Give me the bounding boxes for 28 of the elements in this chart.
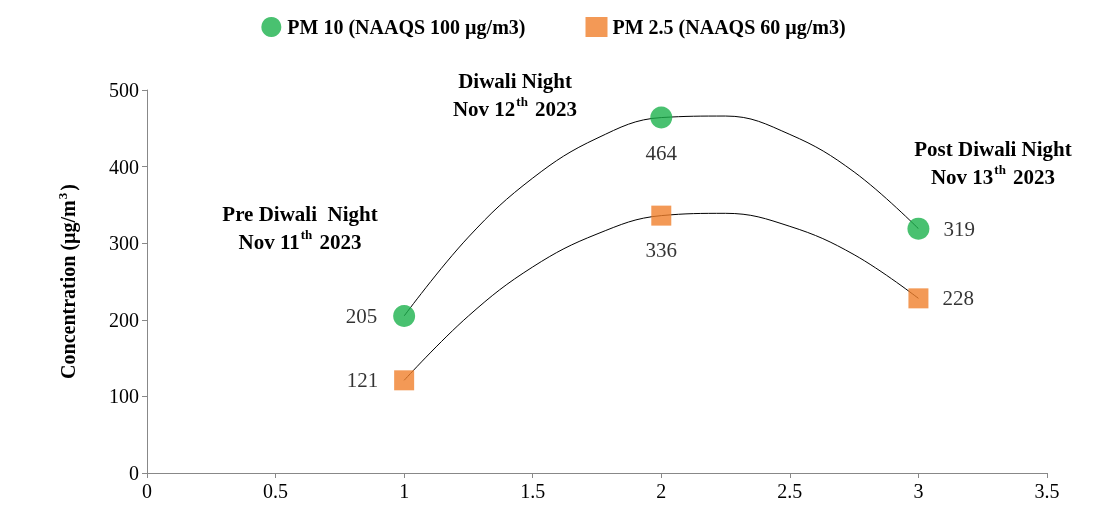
y-tick-label: 400	[109, 155, 139, 178]
x-tick-label: 1	[399, 480, 410, 502]
point	[394, 370, 415, 391]
data-label: 319	[943, 216, 975, 241]
x-tick-label: 1.5	[520, 480, 546, 502]
data-label: 336	[645, 238, 678, 263]
x-tick-label: 2.5	[777, 480, 803, 502]
point	[393, 304, 416, 327]
y-tick-label: 300	[109, 232, 139, 255]
y-tick-label: 500	[109, 79, 139, 101]
data-label: 205	[345, 303, 378, 328]
y-tick-label: 0	[129, 462, 139, 484]
legend-label: PM 2.5 (NAAQS 60 µg/m3)	[612, 16, 846, 39]
data-label: 464	[645, 141, 678, 166]
point	[650, 106, 673, 129]
x-tick-label: 3.5	[1034, 480, 1060, 502]
point	[908, 288, 929, 309]
y-tick-label: 200	[109, 308, 139, 331]
y-tick-label: 100	[109, 385, 139, 408]
x-tick-label: 0.5	[263, 480, 289, 502]
point	[907, 217, 930, 240]
point	[651, 205, 672, 226]
data-label: 121	[346, 368, 379, 393]
y-axis-title: Concentration (µg/m3)	[55, 184, 80, 379]
legend-label: PM 10 (NAAQS 100 µg/m3)	[287, 16, 526, 39]
x-tick-label: 2	[656, 480, 667, 502]
x-tick-label: 3	[913, 480, 924, 502]
data-label: 228	[942, 286, 974, 311]
